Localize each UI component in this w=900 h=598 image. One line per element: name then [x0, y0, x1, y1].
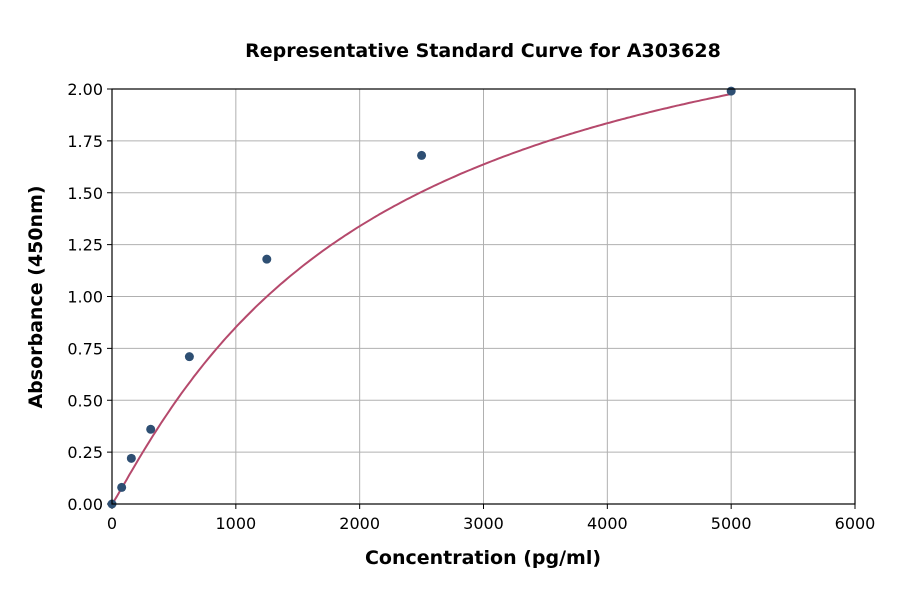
y-tick-label: 0.00 — [67, 495, 103, 514]
x-tick-label: 2000 — [339, 514, 380, 533]
x-tick-label: 6000 — [835, 514, 876, 533]
data-point — [146, 424, 156, 434]
y-tick-label: 0.75 — [67, 339, 103, 358]
fit-curve — [111, 93, 732, 505]
x-tick-label: 5000 — [711, 514, 752, 533]
data-points — [107, 86, 736, 509]
data-point — [726, 86, 736, 96]
x-tick-label: 1000 — [215, 514, 256, 533]
y-tick-label: 1.50 — [67, 184, 103, 203]
ticks: 0 1000 2000 3000 4000 5000 6000 0.00 0.25 0.50 0.7… — [67, 80, 875, 533]
data-point — [262, 254, 272, 264]
y-tick-label: 1.00 — [67, 288, 103, 307]
y-axis-label: Absorbance (450nm) — [25, 185, 47, 408]
x-tick-label: 3000 — [463, 514, 504, 533]
data-point — [117, 482, 127, 492]
data-point — [184, 352, 194, 362]
y-tick-label: 0.25 — [67, 443, 103, 462]
y-tick-label: 1.75 — [67, 132, 103, 151]
x-axis-label: Concentration (pg/ml) — [365, 547, 601, 569]
y-tick-label: 0.50 — [67, 391, 103, 410]
grid — [111, 88, 856, 505]
y-tick-label: 1.25 — [67, 236, 103, 255]
data-point — [126, 453, 136, 463]
y-tick-label: 2.00 — [67, 80, 103, 99]
plot-frame — [111, 88, 856, 505]
x-tick-label: 0 — [107, 514, 117, 533]
x-tick-label: 4000 — [587, 514, 628, 533]
chart-title: Representative Standard Curve for A30362… — [245, 40, 721, 62]
data-point — [417, 150, 427, 160]
